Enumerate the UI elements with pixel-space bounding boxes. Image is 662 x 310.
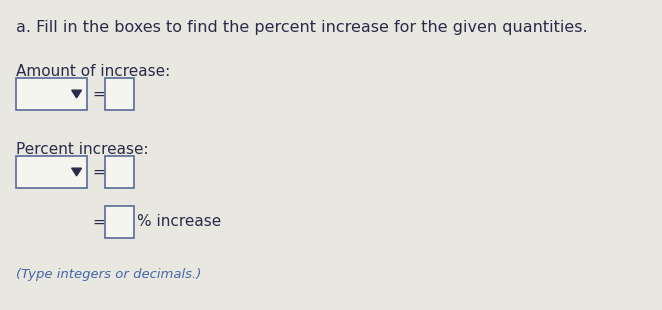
Polygon shape [71,168,81,176]
Text: =: = [93,215,105,229]
FancyBboxPatch shape [105,78,134,110]
Text: Percent increase:: Percent increase: [16,142,149,157]
FancyBboxPatch shape [105,156,134,188]
Text: Amount of increase:: Amount of increase: [16,64,170,79]
Text: =: = [93,86,105,101]
Polygon shape [71,90,81,98]
Text: a. Fill in the boxes to find the percent increase for the given quantities.: a. Fill in the boxes to find the percent… [16,20,588,35]
Text: % increase: % increase [137,215,221,229]
Text: =: = [93,165,105,179]
FancyBboxPatch shape [16,156,87,188]
Text: (Type integers or decimals.): (Type integers or decimals.) [16,268,201,281]
FancyBboxPatch shape [16,78,87,110]
FancyBboxPatch shape [105,206,134,238]
